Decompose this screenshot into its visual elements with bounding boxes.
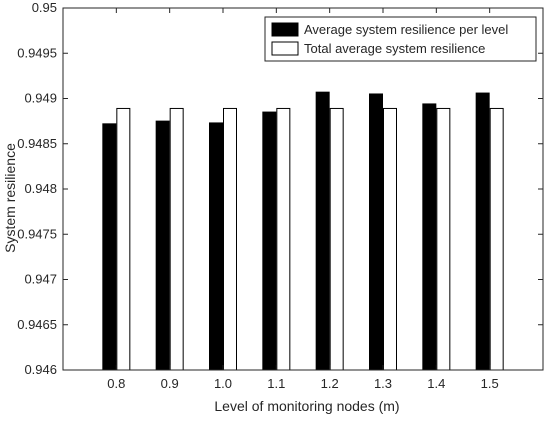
ticks-layer: 0.946 0.9465 0.947 0.9475 0.948 0.9485 0.949 0.…	[17, 0, 543, 391]
legend: Average system resilience per level Tota…	[264, 16, 537, 62]
x-tick-label-0.9: 0.9	[161, 376, 179, 391]
legend-box	[264, 16, 537, 62]
legend-label-average-per-level: Average system resilience per level	[304, 22, 508, 37]
bar-series-1-1.1	[262, 111, 277, 371]
y-tick-label-0.9485: 0.9485	[17, 136, 57, 151]
legend-label-total-average: Total average system resilience	[304, 41, 485, 56]
x-tick-label-0.8: 0.8	[107, 376, 125, 391]
y-tick-label-0.949: 0.949	[24, 91, 57, 106]
bar-series-2-1.0	[223, 107, 237, 371]
bar-series-1-1.3	[369, 93, 383, 371]
x-tick-label-1.1: 1.1	[267, 376, 285, 391]
bar-series-1-0.9	[155, 120, 170, 371]
legend-swatch-total-average	[271, 41, 299, 56]
x-tick-label-1.2: 1.2	[321, 376, 339, 391]
x-tick-label-1.0: 1.0	[214, 376, 232, 391]
bar-series-1-1.2	[315, 91, 330, 371]
x-tick-label-1.5: 1.5	[481, 376, 499, 391]
y-tick-label-0.95: 0.95	[32, 0, 57, 15]
bar-series-2-0.8	[116, 107, 131, 371]
y-tick-label-0.948: 0.948	[24, 181, 57, 196]
bar-series-1-1.5	[475, 92, 490, 371]
y-tick-label-0.946: 0.946	[24, 362, 57, 377]
bar-series-1-1.4	[422, 103, 437, 371]
plot-frame	[62, 7, 544, 371]
axes-layer	[62, 7, 544, 371]
bar-series-2-0.9	[169, 107, 184, 371]
bar-series-2-1.3	[383, 107, 397, 371]
bar-series-1-1.0	[209, 122, 223, 371]
y-tick-label-0.947: 0.947	[24, 272, 57, 287]
y-tick-label-0.9475: 0.9475	[17, 226, 57, 241]
x-axis-label: Level of monitoring nodes (m)	[214, 398, 399, 414]
bar-series-2-1.4	[436, 107, 451, 371]
bar-series-2-1.2	[329, 107, 344, 371]
y-axis-label: System resilience	[2, 143, 18, 253]
y-tick-label-0.9495: 0.9495	[17, 45, 57, 60]
y-tick-label-0.9465: 0.9465	[17, 317, 57, 332]
legend-swatch-average-per-level	[271, 22, 299, 37]
x-tick-label-1.3: 1.3	[374, 376, 392, 391]
bar-series-1-0.8	[102, 123, 117, 371]
bar-series-2-1.1	[276, 107, 291, 371]
bar-series-2-1.5	[489, 107, 504, 371]
x-tick-label-1.4: 1.4	[427, 376, 445, 391]
bars-layer	[102, 91, 504, 371]
